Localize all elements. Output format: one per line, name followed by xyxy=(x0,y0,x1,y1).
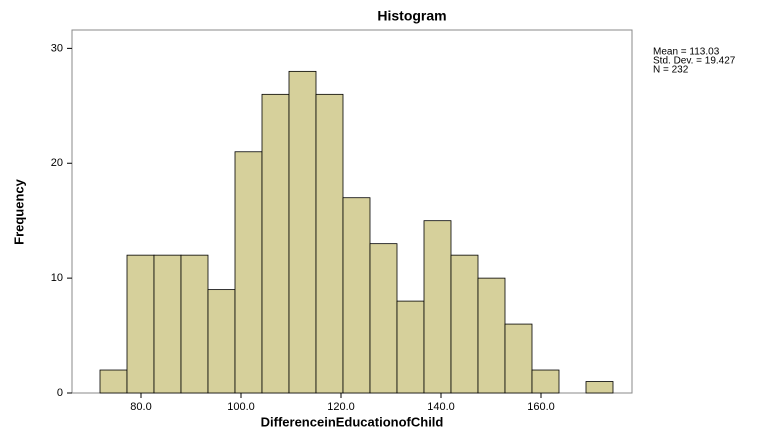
y-tick-label: 20 xyxy=(51,157,63,169)
bar xyxy=(450,254,479,394)
bar xyxy=(504,323,533,394)
x-tick-label: 160.0 xyxy=(527,401,555,413)
bar xyxy=(261,93,290,394)
bar xyxy=(234,151,263,394)
bar xyxy=(180,254,209,394)
stat-annotation: Std. Dev. = 19.427 xyxy=(653,56,736,67)
bar xyxy=(369,243,398,394)
stat-annotation: N = 232 xyxy=(653,65,689,76)
bar xyxy=(315,93,344,394)
x-tick-label: 100.0 xyxy=(227,401,255,413)
bar xyxy=(207,289,236,394)
bar xyxy=(396,300,425,394)
x-axis-label: DifferenceinEducationofChild xyxy=(261,414,444,429)
y-axis-label: Frequency xyxy=(11,178,26,245)
stat-annotation: Mean = 113.03 xyxy=(653,47,720,58)
bar xyxy=(153,254,182,394)
bar xyxy=(423,220,452,394)
bar xyxy=(477,277,506,394)
y-tick-label: 10 xyxy=(51,272,63,284)
x-tick-label: 140.0 xyxy=(427,401,455,413)
y-tick-label: 0 xyxy=(57,387,63,399)
bar xyxy=(342,197,371,394)
x-tick-label: 80.0 xyxy=(130,401,151,413)
bar xyxy=(531,369,560,394)
chart-title: Histogram xyxy=(377,8,446,24)
y-tick-label: 30 xyxy=(51,42,63,54)
bar xyxy=(288,70,317,394)
bar xyxy=(126,254,155,394)
x-tick-label: 120.0 xyxy=(327,401,355,413)
bar xyxy=(585,381,614,394)
bar xyxy=(99,369,128,394)
